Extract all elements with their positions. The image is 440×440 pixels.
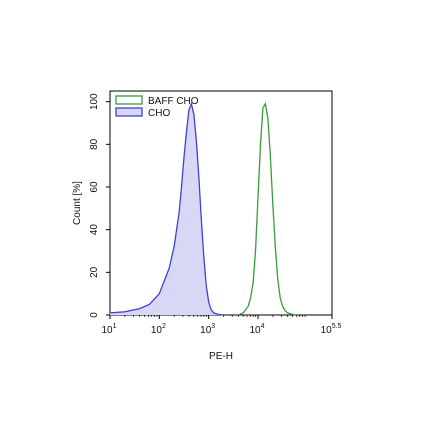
- x-tick-label: 102: [151, 323, 166, 336]
- x-axis-title: PE-H: [209, 351, 233, 362]
- y-tick-label: 80: [89, 138, 100, 150]
- series-layer: [109, 101, 298, 316]
- x-axis: 101 102 103 104 105.5: [101, 315, 342, 336]
- series-fill-1: [110, 103, 224, 315]
- y-tick-label: 20: [89, 266, 100, 278]
- x-tick-label: 103: [200, 323, 215, 336]
- legend-swatch-0: [115, 95, 143, 105]
- y-tick-label: 40: [89, 224, 100, 236]
- y-axis: 0 20 40 60 80 100: [89, 93, 110, 318]
- x-tick-label: 101: [101, 323, 116, 336]
- legend-label-0: BAFF CHO: [148, 96, 199, 107]
- series-line-1: [109, 101, 224, 316]
- x-tick-label: 105.5: [321, 323, 342, 336]
- y-tick-label: 100: [89, 93, 100, 110]
- y-axis-title: Count [%]: [72, 181, 83, 225]
- series-line-0: [238, 101, 298, 316]
- x-tick-label: 104: [249, 323, 264, 336]
- y-tick-label: 0: [89, 312, 100, 318]
- legend-label-1: CHO: [148, 108, 170, 119]
- legend-swatch-1: [115, 107, 143, 117]
- plot-frame: [109, 90, 333, 316]
- y-tick-label: 60: [89, 181, 100, 193]
